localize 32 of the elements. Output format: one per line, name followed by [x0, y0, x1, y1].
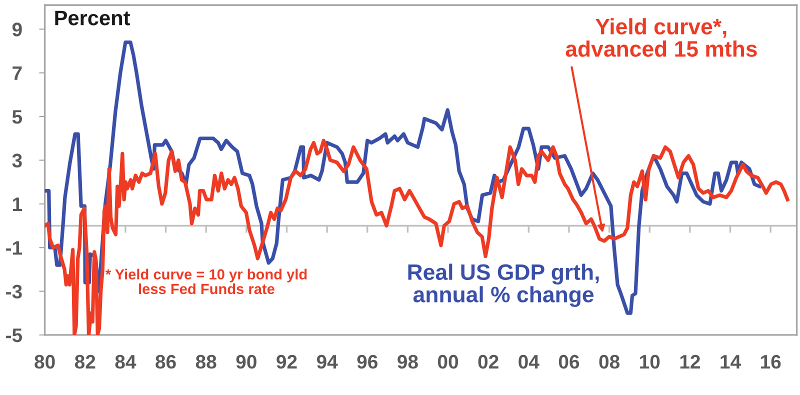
- y-tick-label: -3: [6, 284, 22, 299]
- x-tick-label: 88: [196, 354, 216, 369]
- x-tick-label: 96: [357, 354, 378, 369]
- y-tick-label: 9: [12, 22, 22, 36]
- y-tick-label: -5: [6, 328, 22, 342]
- x-tick-label: 10: [640, 354, 660, 369]
- x-tick-label: 92: [276, 354, 297, 369]
- x-tick-label: 04: [518, 354, 540, 369]
- x-tick-label: 98: [398, 354, 418, 369]
- x-tick-label: 84: [115, 354, 136, 369]
- y-tick-label: 7: [12, 66, 22, 80]
- x-tick-label: 08: [599, 354, 620, 369]
- x-tick-label: 14: [720, 355, 741, 368]
- x-tick-label: 80: [34, 354, 55, 369]
- text: Yield curve*, advanced 15 mths: [566, 18, 757, 57]
- y-tick-label: 5: [12, 110, 22, 124]
- y-tick-label: 3: [12, 154, 22, 168]
- y-axis-title: Percent: [55, 10, 130, 26]
- series-label: Real US GDP grth, annual % change: [408, 264, 599, 307]
- x-tick-label: 00: [438, 354, 458, 369]
- x-tick-label: 12: [680, 354, 700, 368]
- annotation: * Yield curve = 10 yr bond yld less Fed Funds rate: [105, 268, 307, 294]
- x-tick-label: 06: [558, 354, 580, 369]
- y-tick-label: 1: [12, 198, 22, 211]
- x-tick-label: 86: [156, 354, 176, 369]
- line-series: [44, 138, 790, 335]
- x-tick-label: 94: [316, 354, 338, 369]
- y-tick-label: -1: [6, 241, 22, 255]
- x-tick-label: 02: [478, 354, 498, 369]
- x-tick-label: 16: [761, 354, 781, 369]
- x-tick-label: 82: [74, 354, 96, 369]
- x-tick-label: 90: [236, 354, 256, 369]
